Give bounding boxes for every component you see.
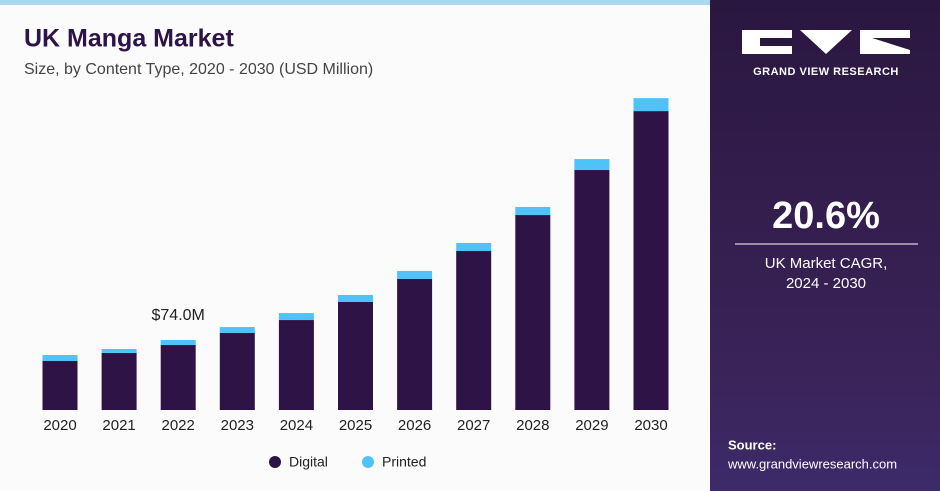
top-accent — [0, 0, 710, 5]
brand: GRAND VIEW RESEARCH — [753, 66, 899, 78]
bar-segment — [574, 170, 610, 410]
bar-segment — [42, 355, 78, 361]
x-tick-label: 2029 — [575, 417, 608, 434]
cagr-caption: 2024 - 2030 — [786, 275, 866, 292]
data-label: $74.0M — [152, 307, 205, 324]
chart-subtitle: Size, by Content Type, 2020 - 2030 (USD … — [24, 61, 373, 78]
bar-segment — [633, 111, 669, 410]
x-tick-label: 2027 — [457, 417, 490, 434]
x-tick-label: 2028 — [516, 417, 549, 434]
bar-segment — [515, 215, 551, 410]
bar-segment — [338, 301, 373, 410]
x-tick-label: 2024 — [280, 417, 313, 434]
source-url: www.grandviewresearch.com — [727, 456, 897, 471]
legend-swatch — [362, 456, 374, 468]
x-tick-label: 2030 — [634, 417, 667, 434]
bar-segment — [338, 294, 373, 302]
bar-segment — [278, 313, 314, 321]
bar-segment — [101, 352, 137, 410]
legend-label: Digital — [289, 454, 328, 470]
bar-segment — [397, 270, 433, 279]
bar-segment — [515, 207, 551, 216]
legend-label: Printed — [382, 454, 426, 470]
x-tick-label: 2021 — [102, 417, 135, 434]
x-tick-label: 2022 — [162, 417, 195, 434]
x-tick-label: 2023 — [221, 417, 254, 434]
bar-segment — [574, 159, 610, 171]
chart-title: UK Manga Market — [24, 25, 234, 53]
sidebar — [710, 0, 940, 491]
cagr-value: 20.6% — [772, 195, 880, 237]
bar-segment — [101, 348, 137, 353]
bar-segment — [633, 98, 669, 112]
bar-segment — [397, 278, 433, 410]
source-label: Source: — [728, 437, 776, 452]
bar-segment — [219, 327, 255, 333]
logo — [742, 30, 910, 54]
legend-swatch — [269, 456, 281, 468]
cagr-caption: UK Market CAGR, — [765, 255, 888, 272]
bar-segment — [278, 320, 314, 410]
bar-segment — [160, 340, 196, 346]
x-tick-label: 2025 — [339, 417, 372, 434]
x-tick-label: 2020 — [43, 417, 76, 434]
bar-segment — [160, 345, 196, 410]
bar-segment — [456, 250, 492, 410]
x-tick-label: 2026 — [398, 417, 431, 434]
bar-segment — [219, 333, 255, 410]
bar-segment — [42, 361, 78, 410]
bar-segment — [456, 242, 492, 251]
